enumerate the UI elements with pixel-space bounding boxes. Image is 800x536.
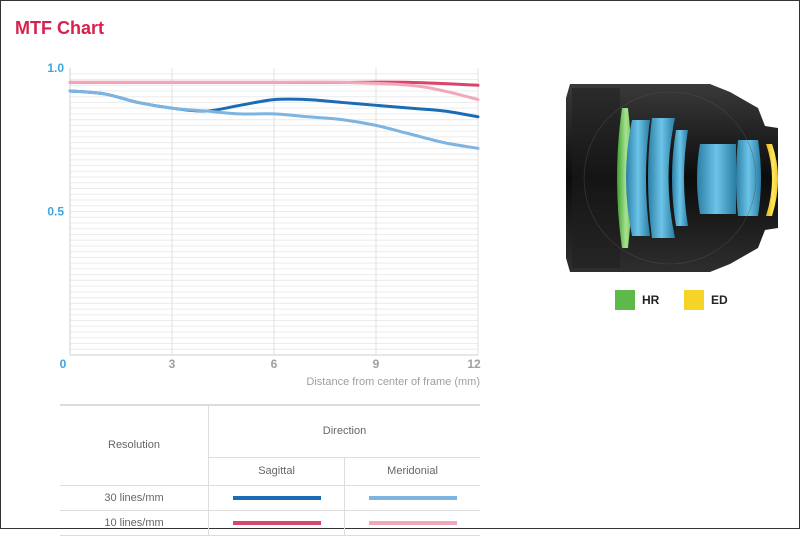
ed-label: ED [711, 293, 728, 307]
resolution-header: Resolution [60, 405, 209, 486]
chart-lines [68, 80, 480, 150]
sagittal-header: Sagittal [208, 457, 346, 486]
legend-line-10-sagittal [232, 520, 321, 525]
y-tick-label: 1.0 [47, 61, 64, 75]
lens-circle-outline [583, 91, 757, 265]
hr-label: HR [642, 293, 660, 307]
lens-legend-hr: HR [615, 290, 659, 310]
glass-element-2 [648, 118, 675, 238]
hr-swatch [615, 290, 635, 310]
ed-swatch [684, 290, 704, 310]
series-line-m10 [68, 80, 480, 102]
row-30-meridional-cell [344, 485, 480, 511]
x-tick-label: 9 [373, 357, 380, 371]
lens-barrel-highlight [572, 88, 620, 268]
glass-element-1 [626, 120, 650, 236]
row-30-sagittal-cell [208, 485, 346, 511]
row-10-meridional-cell [344, 510, 480, 536]
page-title: MTF Chart [15, 18, 104, 38]
ed-element [766, 144, 778, 216]
chart-ticks: 0 3 6 9 12 1.0 0.5 [47, 61, 481, 371]
legend-line-30-sagittal [232, 495, 321, 500]
lens-diagram [566, 84, 778, 272]
x-tick-label: 12 [467, 357, 481, 371]
row-10-sagittal-cell [208, 510, 346, 536]
glass-element-4 [697, 144, 736, 214]
x-tick-label: 0 [60, 357, 67, 371]
legend-table: Resolution Direction Sagittal Meridonial… [60, 404, 480, 536]
x-tick-label: 3 [169, 357, 176, 371]
x-axis-label: Distance from center of frame (mm) [306, 376, 480, 388]
meridional-header: Meridonial [344, 457, 480, 486]
glass-element-3 [672, 130, 688, 226]
series-line-m30 [68, 89, 480, 150]
direction-header: Direction [208, 405, 480, 458]
row-10-label: 10 lines/mm [60, 510, 209, 536]
legend-line-30-meridional [368, 495, 457, 500]
row-30-label: 30 lines/mm [60, 485, 209, 511]
y-tick-label: 0.5 [47, 205, 64, 219]
lens-legend-ed: ED [684, 290, 728, 310]
chart-grid [69, 68, 479, 356]
legend-line-10-meridional [368, 520, 457, 525]
glass-element-5 [736, 140, 761, 216]
mtf-chart: 0 3 6 9 12 1.0 0.5 Distance from center of fra… [47, 61, 481, 388]
x-tick-label: 6 [271, 357, 278, 371]
